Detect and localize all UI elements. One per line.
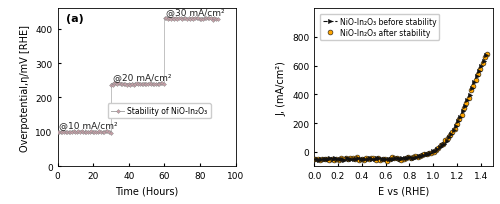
Text: (b): (b): [323, 14, 342, 24]
Y-axis label: Overpotential,η/mV [RHE]: Overpotential,η/mV [RHE]: [20, 24, 30, 151]
X-axis label: Time (Hours): Time (Hours): [115, 186, 178, 195]
Legend: NiO-In₂O₃ before stability, NiO-In₂O₃ after stability: NiO-In₂O₃ before stability, NiO-In₂O₃ af…: [320, 14, 440, 41]
Text: (a): (a): [66, 14, 84, 24]
X-axis label: E vs (RHE): E vs (RHE): [378, 186, 429, 195]
Text: @20 mA/cm²: @20 mA/cm²: [113, 73, 172, 82]
Legend: Stability of NiO-In₂O₃: Stability of NiO-In₂O₃: [108, 104, 210, 119]
Text: @30 mA/cm²: @30 mA/cm²: [166, 8, 225, 17]
Y-axis label: J, (mA/cm²): J, (mA/cm²): [276, 60, 286, 115]
Text: @10 mA/cm²: @10 mA/cm²: [60, 121, 118, 130]
